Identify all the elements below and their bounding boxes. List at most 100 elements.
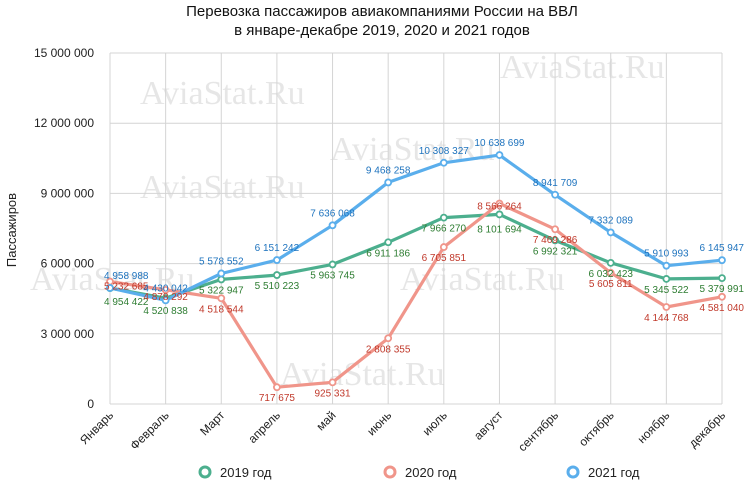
data-point-1-9 [606, 268, 615, 277]
y-tick-label: 6 000 000 [41, 257, 95, 271]
data-label-0-2: 5 322 947 [199, 285, 244, 296]
data-point-1-7 [495, 199, 504, 208]
data-label-1-2: 4 518 544 [199, 304, 244, 315]
x-tick-label: апрель [245, 408, 283, 446]
watermark-text: AviaStat.Ru [140, 75, 305, 112]
data-point-2-3 [273, 256, 281, 264]
data-label-2-3: 6 151 242 [255, 243, 300, 254]
data-point-1-2 [217, 294, 226, 303]
x-tick-label: Март [197, 408, 228, 439]
data-label-0-3: 5 510 223 [255, 281, 300, 292]
data-label-1-0: 5 232 685 [104, 282, 149, 293]
watermark-text: AviaStat.Ru [140, 169, 305, 206]
series-points [106, 151, 726, 392]
y-tick-label: 9 000 000 [41, 186, 95, 200]
data-point-2-4 [328, 221, 337, 230]
data-label-1-6: 6 705 851 [422, 253, 467, 264]
y-tick-labels: 0 3 000 000 6 000 000 9 000 000 12 000 000 15… [34, 46, 94, 411]
data-label-2-0: 4 958 988 [104, 271, 149, 282]
x-tick-label: октябрь [576, 408, 617, 449]
data-point-2-7 [495, 151, 504, 159]
y-tick-label: 15 000 000 [34, 46, 94, 60]
data-label-0-1: 4 520 838 [143, 306, 188, 317]
data-label-2-1: 4 430 042 [143, 283, 188, 294]
legend-label-1: 2020 год [405, 465, 457, 480]
legend: 2019 год 2020 год 2021 год [198, 465, 640, 480]
x-tick-label: декабрь [686, 408, 728, 450]
data-label-1-11: 4 581 040 [700, 303, 745, 314]
data-point-1-8 [551, 225, 559, 234]
x-tick-label: июль [420, 408, 450, 438]
data-point-0-5 [384, 238, 393, 247]
watermark-text: AviaStat.Ru [280, 356, 445, 393]
data-point-2-8 [551, 190, 559, 199]
data-point-2-2 [217, 269, 226, 278]
data-label-0-11: 5 379 991 [700, 284, 745, 295]
data-point-0-3 [273, 271, 281, 279]
chart-title-line-1: Перевозка пассажиров авиакомпаниями Росс… [186, 3, 578, 20]
data-label-0-0: 4 954 422 [104, 297, 149, 308]
data-label-0-5: 6 911 186 [366, 248, 410, 259]
x-tick-labels: Январь Февраль Март апрель май июнь июль август… [77, 408, 728, 454]
data-point-0-8 [551, 236, 559, 245]
data-label-1-8: 7 469 286 [533, 235, 578, 246]
data-point-2-9 [606, 228, 615, 237]
data-point-0-10 [662, 275, 671, 283]
x-tick-label: ноябрь [635, 408, 673, 446]
data-point-0-6 [439, 213, 448, 222]
y-tick-label: 0 [87, 397, 94, 411]
x-tick-label: июнь [364, 408, 394, 438]
data-point-2-10 [662, 261, 671, 270]
data-label-0-8: 6 992 321 [533, 246, 578, 257]
legend-label-0: 2019 год [220, 465, 272, 480]
data-label-1-1: 4 878 292 [143, 292, 188, 303]
gridlines [109, 52, 723, 405]
data-point-0-7 [495, 210, 504, 219]
data-label-2-2: 5 578 552 [199, 256, 244, 267]
data-point-1-6 [439, 243, 448, 251]
data-label-2-10: 5 910 993 [644, 249, 689, 260]
series-line-0 [108, 212, 724, 300]
data-label-0-7: 8 101 694 [477, 224, 522, 235]
x-tick-label: май [313, 408, 338, 433]
data-point-1-11 [718, 292, 726, 301]
data-label-2-6: 10 308 327 [419, 146, 469, 157]
data-point-2-11 [718, 256, 726, 265]
legend-marker-2 [566, 465, 580, 479]
x-tick-label: август [471, 408, 506, 443]
data-label-1-3: 717 675 [259, 393, 296, 404]
x-tick-label: Январь [77, 408, 116, 447]
x-tick-label: сентябрь [515, 408, 561, 454]
legend-marker-1 [383, 465, 397, 479]
data-label-1-9: 5 605 811 [589, 279, 633, 290]
data-label-2-7: 10 638 699 [474, 138, 524, 149]
data-label-2-5: 9 468 258 [366, 165, 411, 176]
data-label-2-11: 6 145 947 [700, 243, 745, 254]
legend-label-2: 2021 год [588, 465, 640, 480]
data-point-0-9 [606, 258, 615, 267]
data-label-0-4: 5 963 745 [310, 270, 355, 281]
y-axis-label: Пассажиров [4, 193, 19, 267]
data-point-1-4 [328, 378, 337, 387]
watermarks: AviaStat.Ru AviaStat.Ru AviaStat.Ru AviaSta… [30, 49, 665, 393]
chart-title-line-2: в январе-декабре 2019, 2020 и 2021 годов [234, 22, 530, 39]
data-point-1-3 [273, 383, 281, 392]
data-point-1-5 [384, 334, 393, 343]
data-label-1-7: 8 566 264 [477, 202, 522, 213]
data-point-0-4 [328, 260, 337, 269]
data-label-2-4: 7 636 068 [310, 208, 355, 219]
series-lines [108, 153, 724, 389]
legend-marker-0 [198, 465, 212, 479]
data-label-1-4: 925 331 [314, 388, 351, 399]
data-point-2-5 [384, 178, 393, 187]
data-label-2-8: 8 941 709 [533, 178, 578, 189]
x-tick-label: Февраль [127, 408, 171, 452]
watermark-text: AviaStat.Ru [400, 261, 565, 298]
series-line-2 [108, 153, 724, 302]
y-tick-label: 12 000 000 [34, 116, 94, 130]
data-label-0-10: 5 345 522 [644, 285, 689, 296]
data-label-1-5: 2 808 355 [366, 344, 411, 355]
watermark-text: AviaStat.Ru [500, 49, 665, 86]
data-label-2-9: 7 332 089 [588, 215, 633, 226]
data-point-2-0 [106, 284, 114, 292]
